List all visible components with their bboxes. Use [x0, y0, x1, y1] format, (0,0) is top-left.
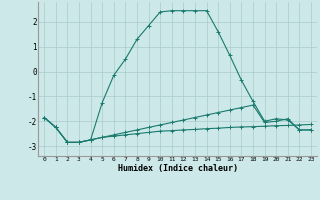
X-axis label: Humidex (Indice chaleur): Humidex (Indice chaleur) — [118, 164, 238, 173]
